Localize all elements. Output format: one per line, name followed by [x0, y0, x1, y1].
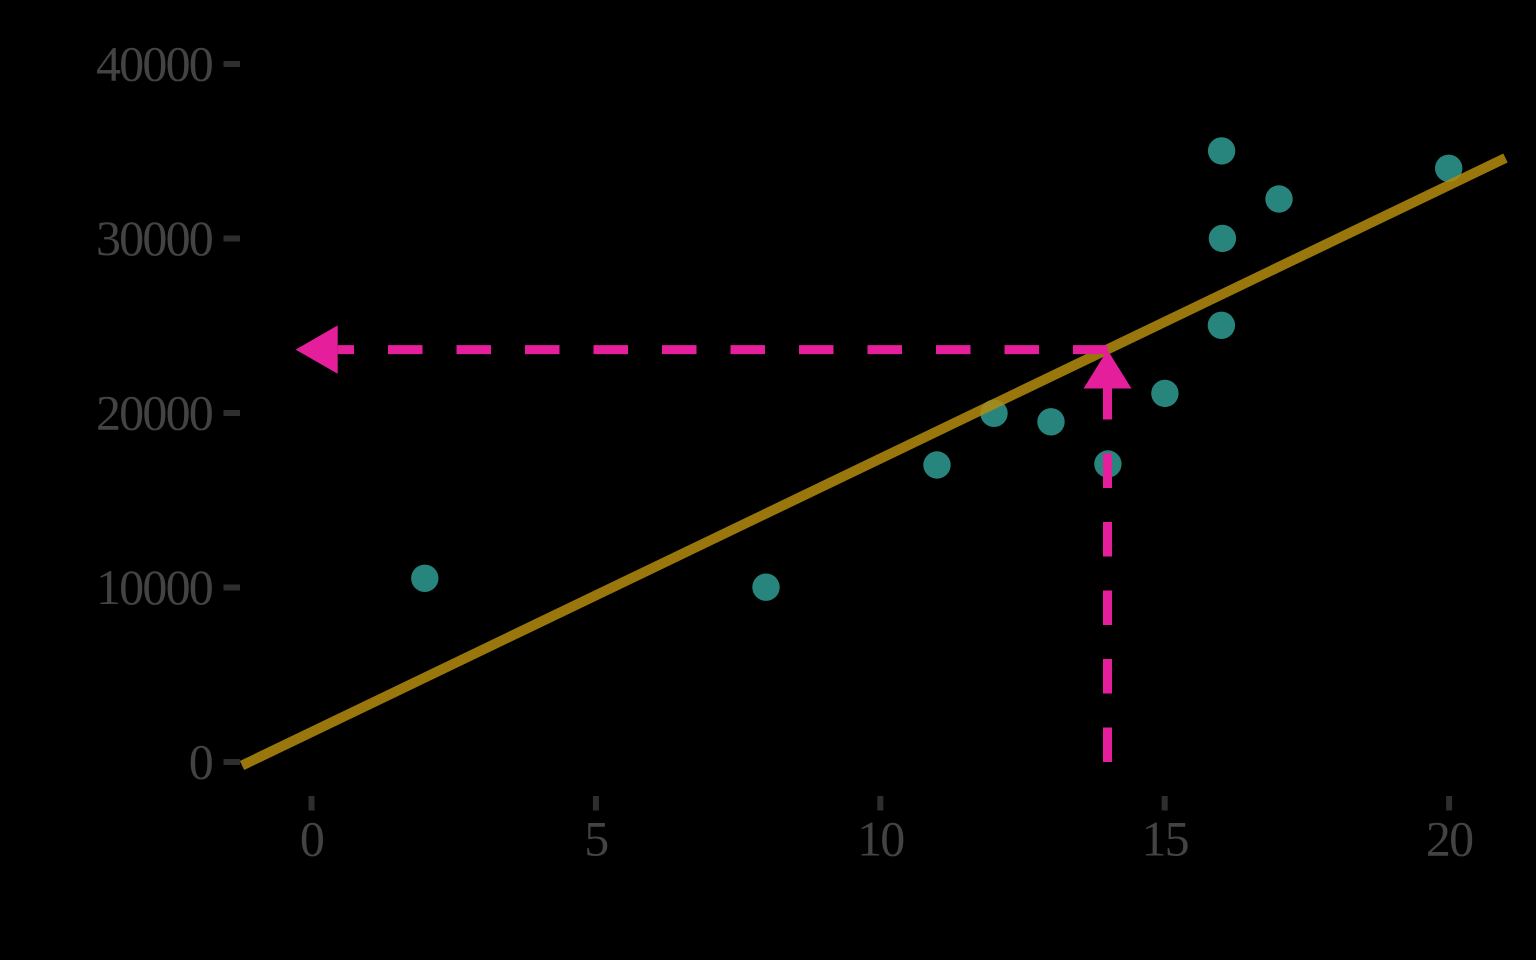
- svg-text:40000: 40000: [96, 35, 213, 91]
- svg-text:5: 5: [584, 810, 608, 866]
- svg-text:10: 10: [857, 810, 904, 866]
- svg-text:20: 20: [1426, 810, 1473, 866]
- svg-text:20000: 20000: [96, 384, 213, 440]
- svg-text:0: 0: [189, 733, 213, 789]
- svg-text:10000: 10000: [96, 559, 213, 615]
- svg-text:30000: 30000: [96, 210, 213, 266]
- svg-text:0: 0: [300, 810, 324, 866]
- svg-text:15: 15: [1141, 810, 1188, 866]
